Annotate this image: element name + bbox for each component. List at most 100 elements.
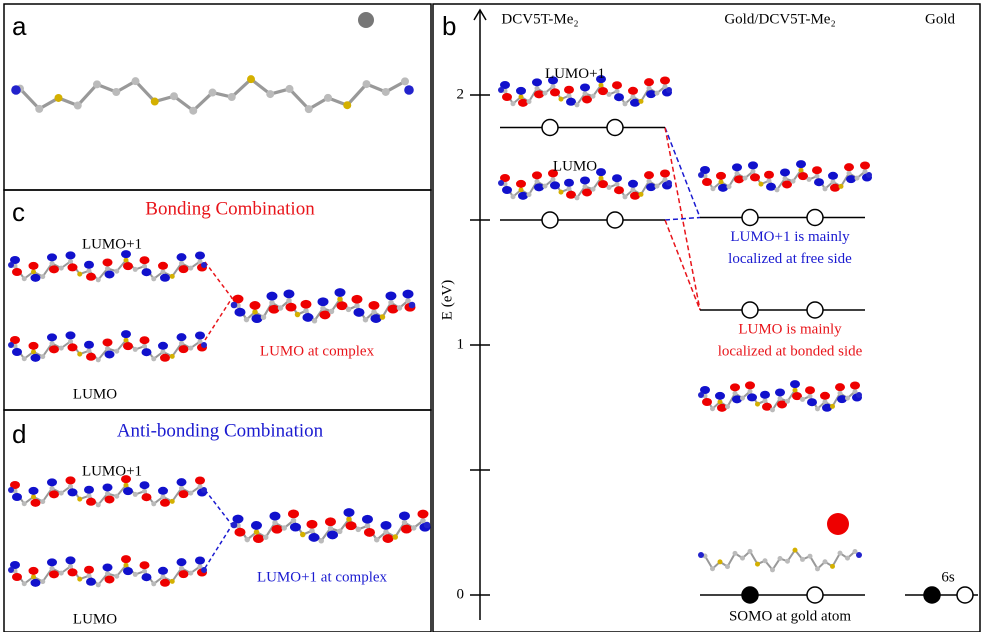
- orbital-lobe: [532, 78, 542, 86]
- orbital-lobe: [796, 160, 806, 168]
- atom: [856, 552, 862, 558]
- orbital-lobe: [177, 478, 187, 486]
- atom: [371, 309, 377, 315]
- orbital-lobe: [235, 308, 246, 317]
- figure: a c d b Bonding Combination LUMO+1 LUMO …: [0, 0, 981, 632]
- orbital-lobe: [142, 268, 152, 276]
- molecule: [8, 250, 207, 282]
- orbital-lobe: [403, 290, 414, 299]
- atom: [607, 92, 612, 97]
- orbital-lobe: [325, 517, 336, 526]
- orbital-lobe: [160, 274, 170, 282]
- electron-state: [607, 120, 623, 136]
- orbital-lobe: [566, 98, 576, 106]
- orbital-lobe: [732, 163, 742, 171]
- orbital-lobe: [68, 343, 78, 351]
- orbital-lobe: [327, 531, 338, 540]
- atom: [309, 528, 315, 534]
- orbital-lobe: [140, 336, 150, 344]
- atom: [710, 566, 715, 571]
- orbital-lobe: [179, 345, 189, 353]
- orbital-lobe: [140, 481, 150, 489]
- atom: [142, 264, 147, 269]
- orbital-lobe: [66, 331, 76, 339]
- orbital-lobe: [84, 261, 94, 269]
- orbital-lobe: [614, 186, 624, 194]
- electron-state: [542, 120, 558, 136]
- orbital-lobe: [828, 172, 838, 180]
- orbital-lobe: [598, 87, 608, 95]
- gold-orbital: [827, 513, 849, 535]
- atom: [40, 274, 45, 279]
- orbital-lobe: [84, 486, 94, 494]
- orbital-lobe: [158, 567, 168, 575]
- orbital-lobe: [318, 297, 329, 306]
- orbital-lobe: [644, 171, 654, 179]
- atom: [261, 314, 267, 320]
- atom: [615, 182, 620, 187]
- electron-state: [807, 302, 823, 318]
- atom: [424, 522, 431, 529]
- molecule: [231, 288, 416, 323]
- orbital-lobe: [179, 570, 189, 578]
- atom: [151, 276, 156, 281]
- atom: [607, 185, 612, 190]
- atom: [50, 341, 55, 346]
- orbital-lobe: [105, 270, 115, 278]
- orbital-lobe: [29, 487, 39, 495]
- atom: [133, 267, 138, 272]
- orbital-lobe: [105, 495, 115, 503]
- molecule: [698, 548, 862, 573]
- atom: [179, 341, 184, 346]
- molecule: [8, 330, 207, 362]
- atom: [22, 356, 27, 361]
- atom: [247, 75, 255, 83]
- atom: [324, 94, 332, 102]
- orbital-lobe: [177, 253, 187, 261]
- atom: [535, 86, 540, 91]
- atom: [8, 567, 14, 573]
- atom: [31, 269, 36, 274]
- atom: [77, 497, 82, 502]
- orbital-label: 6s: [941, 569, 955, 585]
- atom: [775, 187, 780, 192]
- atom: [329, 309, 335, 315]
- orbital-lobe: [84, 341, 94, 349]
- atom: [114, 349, 119, 354]
- orbital-lobe: [142, 573, 152, 581]
- panel-b-frame: [433, 4, 980, 632]
- atom: [303, 308, 309, 314]
- orbital-lobe: [582, 95, 592, 103]
- orbital-lobe: [805, 386, 815, 394]
- orbital-lobe: [730, 383, 740, 391]
- atom: [114, 574, 119, 579]
- atom: [133, 347, 138, 352]
- panel-label: b: [442, 11, 456, 41]
- atom: [363, 80, 371, 88]
- column-header: Gold: [925, 11, 956, 27]
- panel-label: c: [12, 197, 25, 227]
- orbital-lobe: [123, 487, 133, 495]
- y-tick-label: 1: [457, 336, 465, 352]
- atom: [114, 494, 119, 499]
- orbital-lobe: [31, 499, 41, 507]
- atom: [647, 179, 652, 184]
- orbital-lobe: [140, 256, 150, 264]
- atom: [666, 87, 672, 93]
- atom: [363, 317, 369, 323]
- atom: [124, 483, 129, 488]
- atom: [698, 392, 704, 398]
- atom: [639, 192, 644, 197]
- electron-state: [924, 587, 940, 603]
- atom: [337, 529, 343, 535]
- atom: [96, 502, 101, 507]
- orbital-lobe: [734, 175, 744, 183]
- orbital-lobe: [644, 78, 654, 86]
- orbital-lobe: [47, 558, 57, 566]
- orbital-lobe: [780, 168, 790, 176]
- orbital-lobe: [66, 476, 76, 484]
- atom: [231, 522, 238, 529]
- orbital-lobe: [158, 262, 168, 270]
- atom: [783, 176, 788, 181]
- atom: [96, 582, 101, 587]
